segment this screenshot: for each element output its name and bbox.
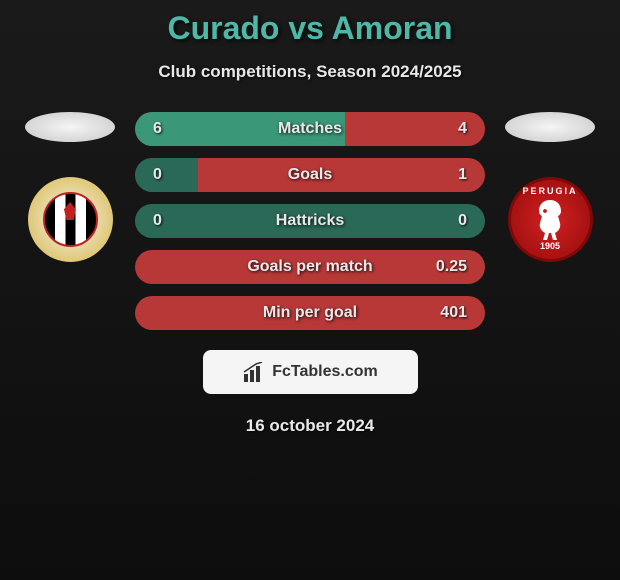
stat-label: Min per goal bbox=[263, 304, 357, 322]
player-right-placeholder bbox=[505, 112, 595, 142]
player-right-side: PERUGIA 1905 bbox=[500, 112, 600, 262]
page-subtitle: Club competitions, Season 2024/2025 bbox=[158, 62, 461, 82]
club-logo-ascoli bbox=[28, 177, 113, 262]
brand-text: FcTables.com bbox=[272, 363, 378, 381]
stat-bar-matches: 6 Matches 4 bbox=[135, 112, 485, 146]
stat-label: Hattricks bbox=[276, 212, 344, 230]
stats-column: 6 Matches 4 0 Goals 1 0 Hattricks 0 Goal… bbox=[135, 112, 485, 330]
stat-fill bbox=[135, 158, 198, 192]
content-area: 6 Matches 4 0 Goals 1 0 Hattricks 0 Goal… bbox=[0, 112, 620, 330]
stat-right-value: 4 bbox=[458, 120, 467, 138]
stat-bar-hattricks: 0 Hattricks 0 bbox=[135, 204, 485, 238]
stat-right-value: 0.25 bbox=[436, 258, 467, 276]
stat-bar-min-per-goal: Min per goal 401 bbox=[135, 296, 485, 330]
stat-right-value: 1 bbox=[458, 166, 467, 184]
stat-label: Goals bbox=[288, 166, 332, 184]
stat-bar-goals: 0 Goals 1 bbox=[135, 158, 485, 192]
perugia-year-text: 1905 bbox=[511, 241, 590, 251]
player-left-side bbox=[20, 112, 120, 262]
player-left-placeholder bbox=[25, 112, 115, 142]
stat-label: Matches bbox=[278, 120, 342, 138]
perugia-text-wrap: PERUGIA 1905 bbox=[511, 180, 590, 259]
brand-badge[interactable]: FcTables.com bbox=[203, 350, 418, 394]
stat-left-value: 6 bbox=[153, 120, 162, 138]
club-logo-perugia: PERUGIA 1905 bbox=[508, 177, 593, 262]
stat-label: Goals per match bbox=[247, 258, 372, 276]
chart-icon bbox=[242, 362, 266, 382]
perugia-griffin-icon bbox=[525, 195, 575, 245]
stat-bar-goals-per-match: Goals per match 0.25 bbox=[135, 250, 485, 284]
stat-left-value: 0 bbox=[153, 166, 162, 184]
page-title: Curado vs Amoran bbox=[167, 10, 452, 47]
stat-right-value: 401 bbox=[440, 304, 467, 322]
ascoli-crest-icon bbox=[43, 192, 98, 247]
stat-right-value: 0 bbox=[458, 212, 467, 230]
infographic-container: Curado vs Amoran Club competitions, Seas… bbox=[0, 0, 620, 446]
stat-left-value: 0 bbox=[153, 212, 162, 230]
date-text: 16 october 2024 bbox=[246, 416, 375, 436]
